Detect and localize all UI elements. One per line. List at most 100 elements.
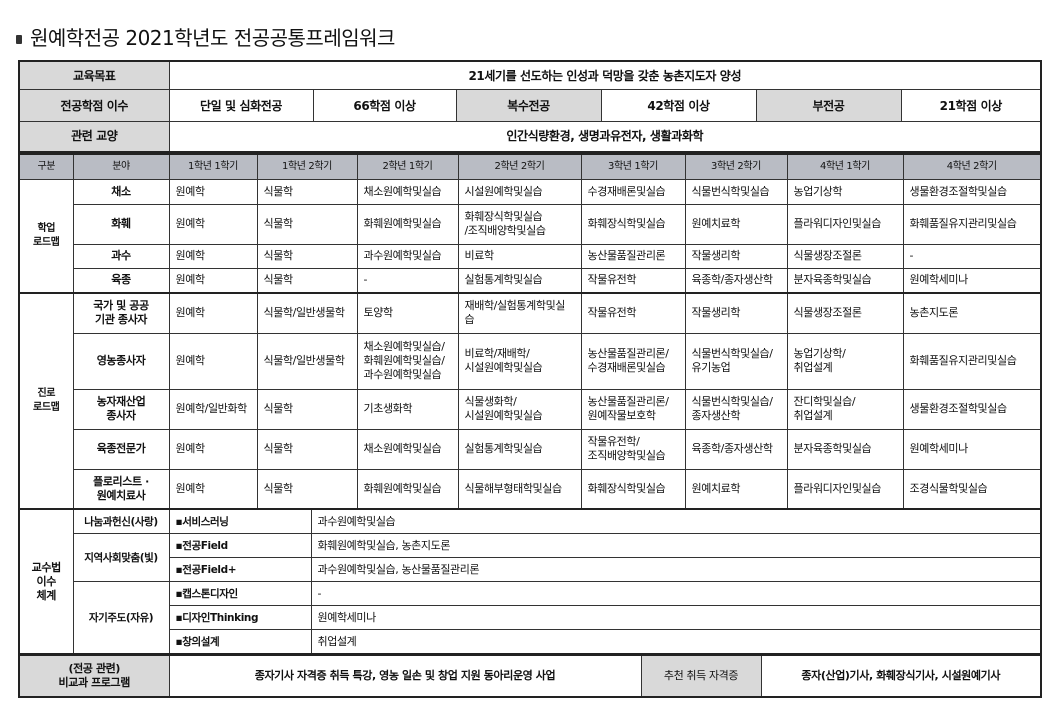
liberal-value: 인간식량환경, 생명과유전자, 생활과화학 xyxy=(168,121,1042,152)
course-cell: 식물생장조절론 xyxy=(786,243,904,269)
course-cell: 식물학 xyxy=(256,388,358,430)
teaching-row: ▪디자인Thinking 원예학세미나 xyxy=(19,605,1042,630)
course-cell: 원예학 xyxy=(168,292,258,334)
field-label: 영농종사자 xyxy=(72,332,170,390)
course-cell: 채소원예학및실습 xyxy=(356,428,459,470)
goal-row: 교육목표 21세기를 선도하는 인성과 덕망을 갖춘 농촌지도자 양성 xyxy=(18,60,1042,90)
course-cell: 화훼장식학및실습 xyxy=(580,468,686,510)
course-cell: 식물학 xyxy=(256,203,358,245)
liberal-row: 관련 교양 인간식량환경, 생명과유전자, 생활과화학 xyxy=(18,121,1042,152)
course-cell: 원예학 xyxy=(168,428,258,470)
course-cell: 원예학 xyxy=(168,332,258,390)
field-label: 플로리스트 · 원예치료사 xyxy=(72,468,170,510)
field-label: 채소 xyxy=(72,178,170,205)
course-cell: 원예학세미나 xyxy=(902,428,1042,470)
course-cell: 생물환경조절학및실습 xyxy=(902,178,1042,205)
credit-type: 복수전공 xyxy=(455,89,602,122)
teaching-method: ▪디자인Thinking xyxy=(168,605,312,630)
course-cell: 작물생리학 xyxy=(684,243,788,269)
course-cell: - xyxy=(902,243,1042,269)
table-row: 학업 로드맵 채소 원예학 식물학 채소원예학및실습 시설원예학및실습 수경재배론및실습 식물… xyxy=(18,178,1042,294)
course-cell: 원예학세미나 xyxy=(902,267,1042,294)
table-row: 육종전문가 원예학 식물학 채소원예학및실습 실험통계학및실습 작물유전학/ 조직배양학및… xyxy=(19,428,1042,470)
credit-type: 단일 및 심화전공 xyxy=(168,89,314,122)
course-cell: 원예치료학 xyxy=(684,468,788,510)
teaching-courses: 취업설계 xyxy=(310,629,1042,655)
course-cell: 비료학 xyxy=(457,243,582,269)
teaching-courses: 과수원예학및실습 xyxy=(310,508,1042,534)
course-cell: 농촌지도론 xyxy=(902,292,1042,334)
course-cell: 작물유전학/ 조직배양학및실습 xyxy=(580,428,686,470)
table-row: 농자재산업 종사자 원예학/일반화학 식물학 기초생화학 식물생화학/ 시설원예학및실습… xyxy=(19,388,1042,430)
credit-value: 21학점 이상 xyxy=(900,89,1042,122)
liberal-label: 관련 교양 xyxy=(18,121,170,152)
course-cell: 식물학 xyxy=(256,468,358,510)
credits-label: 전공학점 이수 xyxy=(18,89,170,122)
field-label: 육종전문가 xyxy=(72,428,170,470)
course-cell: 원예학 xyxy=(168,243,258,269)
course-cell: 수경재배론및실습 xyxy=(580,178,686,205)
teaching-group: 나눔과헌신(사랑) xyxy=(72,508,170,534)
course-cell: 플라워디자인및실습 xyxy=(786,468,904,510)
course-cell: 화훼장식학및실습 /조직배양학및실습 xyxy=(457,203,582,245)
cert-value: 종자(산업)기사, 화훼장식기사, 시설원예기사 xyxy=(760,654,1042,698)
course-cell: 채소원예학및실습/ 화훼원예학및실습/ 과수원예학및실습 xyxy=(356,332,459,390)
goal-label: 교육목표 xyxy=(18,60,170,90)
header-cell: 4학년 2학기 xyxy=(902,153,1042,180)
extracurricular-table: (전공 관련) 비교과 프로그램 종자기사 자격증 취득 특강, 영농 일손 및… xyxy=(18,654,1042,698)
course-cell: 육종학/종자생산학 xyxy=(684,428,788,470)
bullet-icon xyxy=(16,35,22,44)
header-cell: 3학년 1학기 xyxy=(580,153,686,180)
teaching-method: ▪창의설계 xyxy=(168,629,312,655)
teaching-row: ▪창의설계 취업설계 xyxy=(19,629,1042,655)
course-cell: 잔디학및실습/ 취업설계 xyxy=(786,388,904,430)
header-cell: 1학년 2학기 xyxy=(256,153,358,180)
course-cell: 식물학 xyxy=(256,178,358,205)
course-cell: 농산물품질관리론/ 원예작물보호학 xyxy=(580,388,686,430)
title-text: 원예학전공 2021학년도 전공공통프레임워크 xyxy=(30,26,395,50)
course-cell: 작물생리학 xyxy=(684,292,788,334)
course-cell: 식물번식학및실습/ 유기농업 xyxy=(684,332,788,390)
teaching-courses: 원예학세미나 xyxy=(310,605,1042,630)
extra-value: 종자기사 자격증 취득 특강, 영농 일손 및 창업 지원 동아리운영 사업 xyxy=(168,654,642,698)
course-cell: 원예치료학 xyxy=(684,203,788,245)
course-cell: 식물번식학및실습/ 종자생산학 xyxy=(684,388,788,430)
group-label: 학업 로드맵 xyxy=(18,178,74,294)
teaching-row: 교수법 이수 체계 나눔과헌신(사랑) ▪서비스러닝 과수원예학및실습 xyxy=(18,508,1042,655)
teaching-label: 교수법 이수 체계 xyxy=(18,508,74,655)
cert-label: 추천 취득 자격증 xyxy=(640,654,762,698)
course-cell: 농업기상학 xyxy=(786,178,904,205)
goal-value: 21세기를 선도하는 인성과 덕망을 갖춘 농촌지도자 양성 xyxy=(168,60,1042,90)
teaching-method: ▪서비스러닝 xyxy=(168,508,312,534)
course-cell: 플라워디자인및실습 xyxy=(786,203,904,245)
overview-table: 교육목표 21세기를 선도하는 인성과 덕망을 갖춘 농촌지도자 양성 전공학점… xyxy=(18,60,1043,153)
course-cell: 원예학 xyxy=(168,267,258,294)
table-row: 영농종사자 원예학 식물학/일반생물학 채소원예학및실습/ 화훼원예학및실습/ 과수원… xyxy=(19,332,1042,390)
course-cell: 화훼품질유지관리및실습 xyxy=(902,332,1042,390)
course-cell: 화훼원예학및실습 xyxy=(356,203,459,245)
course-cell: 실험통계학및실습 xyxy=(457,267,582,294)
course-cell: 조경식물학및실습 xyxy=(902,468,1042,510)
teaching-courses: - xyxy=(310,581,1042,606)
course-cell: 기초생화학 xyxy=(356,388,459,430)
course-cell: - xyxy=(356,267,459,294)
teaching-group: 지역사회맞춤(빛) xyxy=(72,533,170,582)
course-cell: 농산물품질관리론 xyxy=(580,243,686,269)
course-cell: 식물학 xyxy=(256,428,358,470)
header-cell: 분야 xyxy=(72,153,170,180)
field-label: 화훼 xyxy=(72,203,170,245)
teaching-group: 자기주도(자유) xyxy=(72,581,170,655)
teaching-courses: 화훼원예학및실습, 농촌지도론 xyxy=(310,533,1042,558)
group-label: 진로 로드맵 xyxy=(18,292,74,510)
teaching-method: ▪전공Field+ xyxy=(168,557,312,582)
credit-value: 66학점 이상 xyxy=(312,89,457,122)
course-cell: 생물환경조절학및실습 xyxy=(902,388,1042,430)
header-row: 구분 분야 1학년 1학기 1학년 2학기 2학년 1학기 2학년 2학기 3학년 1학기 3… xyxy=(18,153,1042,180)
field-label: 국가 및 공공 기관 종사자 xyxy=(72,292,170,334)
credit-type: 부전공 xyxy=(755,89,902,122)
teaching-method: ▪전공Field xyxy=(168,533,312,558)
course-cell: 실험통계학및실습 xyxy=(457,428,582,470)
page-title: 원예학전공 2021학년도 전공공통프레임워크 xyxy=(16,22,395,51)
course-cell: 식물학 xyxy=(256,267,358,294)
header-cell: 구분 xyxy=(18,153,74,180)
